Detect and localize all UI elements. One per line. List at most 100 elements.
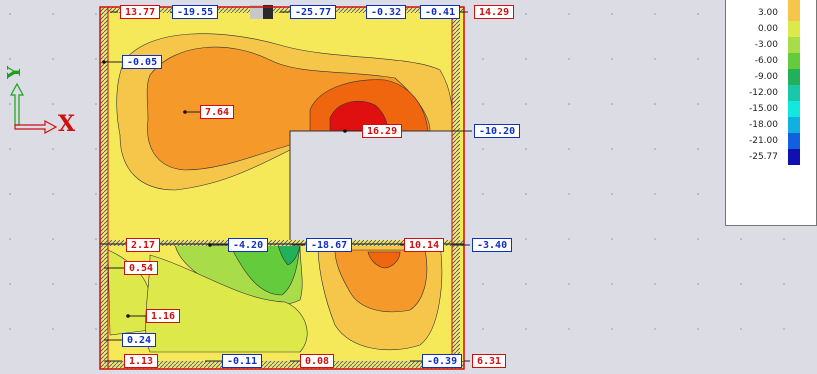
legend-value: -21.00: [748, 136, 778, 146]
grid-dot: [9, 193, 11, 195]
grid-dot: [95, 58, 97, 60]
grid-dot: [482, 328, 484, 330]
value-label-0-54: 0.54: [124, 261, 159, 275]
grid-dot: [52, 13, 54, 15]
value-label-7-64: 7.64: [200, 105, 235, 119]
column-cap-top: [263, 5, 273, 19]
grid-dot: [697, 328, 699, 330]
grid-dot: [525, 13, 527, 15]
grid-dot: [697, 238, 699, 240]
grid-dot: [9, 13, 11, 15]
contour-region-upper-mid: [146, 46, 431, 171]
grid-dot: [783, 283, 785, 285]
grid-dot: [611, 328, 613, 330]
value-label-0-08: 0.08: [300, 354, 335, 368]
top-support-hatch: [100, 7, 464, 13]
grid-dot: [52, 58, 54, 60]
grid-dot: [482, 103, 484, 105]
x-axis-arrow: [14, 119, 58, 135]
grid-dot: [654, 13, 656, 15]
grid-dot: [95, 148, 97, 150]
bottom-support-hatch: [100, 361, 464, 369]
legend-swatch: [788, 133, 800, 149]
legend-row: -9.00: [726, 69, 816, 85]
value-label-0-11: -0.11: [222, 354, 263, 368]
grid-dot: [654, 58, 656, 60]
grid-dot: [568, 13, 570, 15]
grid-dot: [95, 238, 97, 240]
value-label-1-16: 1.16: [146, 309, 181, 323]
value-label-0-32: -0.32: [366, 5, 407, 19]
left-support-hatch: [100, 7, 108, 369]
grid-dot: [740, 328, 742, 330]
legend-row: 3.00: [726, 5, 816, 21]
grid-dot: [95, 328, 97, 330]
grid-dot: [525, 148, 527, 150]
color-legend: 3.00 0.00 -3.00 -6.00 -9.00 -12.00 -15.00 -18.0…: [725, 0, 817, 226]
value-label-4-20: -4.20: [228, 238, 269, 252]
grid-dot: [568, 328, 570, 330]
grid-dot: [52, 283, 54, 285]
column-cap-grey: [250, 5, 263, 19]
grid-dot: [9, 148, 11, 150]
grid-dot: [611, 58, 613, 60]
grid-dot: [568, 58, 570, 60]
legend-swatch: [788, 53, 800, 69]
grid-dot: [52, 238, 54, 240]
grid-dot: [52, 328, 54, 330]
legend-value: -9.00: [754, 72, 778, 82]
grid-dot: [611, 148, 613, 150]
grid-dot: [783, 328, 785, 330]
value-label-13-77: 13.77: [120, 5, 161, 19]
grid-dot: [697, 148, 699, 150]
mid-beam-hatch: [100, 240, 464, 246]
grid-dot: [482, 283, 484, 285]
grid-dot: [654, 148, 656, 150]
value-label-6-31: 6.31: [472, 354, 507, 368]
grid-dot: [568, 283, 570, 285]
grid-dot: [525, 328, 527, 330]
value-label-16-29: 16.29: [362, 124, 403, 138]
legend-row: 0.00: [726, 21, 816, 37]
grid-dot: [611, 103, 613, 105]
grid-dot: [525, 283, 527, 285]
leader-dots: [102, 60, 347, 318]
grid-dot: [95, 283, 97, 285]
grid-dot: [568, 193, 570, 195]
grid-dot: [697, 13, 699, 15]
grid-dot: [568, 238, 570, 240]
grid-dot: [9, 238, 11, 240]
grid-dot: [95, 13, 97, 15]
legend-value: -3.00: [754, 40, 778, 50]
grid-dot: [9, 328, 11, 330]
grid-dot: [525, 103, 527, 105]
leader-lines: [104, 11, 472, 362]
grid-dot: [697, 193, 699, 195]
contour-region-lower-right-core: [367, 251, 401, 269]
legend-row: -25.77: [726, 149, 816, 165]
value-label-2-17: 2.17: [126, 238, 161, 252]
grid-dot: [525, 58, 527, 60]
legend-swatch: [788, 149, 800, 165]
axis-y-label: Y: [3, 66, 25, 79]
legend-swatch: [788, 85, 800, 101]
y-axis-arrow: [9, 82, 25, 126]
contour-region-lower-right-inner: [334, 249, 428, 313]
legend-value: 3.00: [757, 8, 778, 18]
legend-swatch: [788, 5, 800, 21]
legend-row: -21.00: [726, 133, 816, 149]
legend-value: -15.00: [748, 104, 778, 114]
grid-dot: [783, 238, 785, 240]
grid-dot: [654, 103, 656, 105]
grid-dot: [611, 193, 613, 195]
legend-row: -6.00: [726, 53, 816, 69]
legend-row: -3.00: [726, 37, 816, 53]
value-label-3-40: -3.40: [472, 238, 513, 252]
legend-value: -12.00: [748, 88, 778, 98]
grid-dot: [95, 193, 97, 195]
value-label-10-20: -10.20: [474, 124, 521, 138]
grid-dot: [740, 238, 742, 240]
slab-opening: [289, 130, 453, 243]
grid-dot: [482, 193, 484, 195]
